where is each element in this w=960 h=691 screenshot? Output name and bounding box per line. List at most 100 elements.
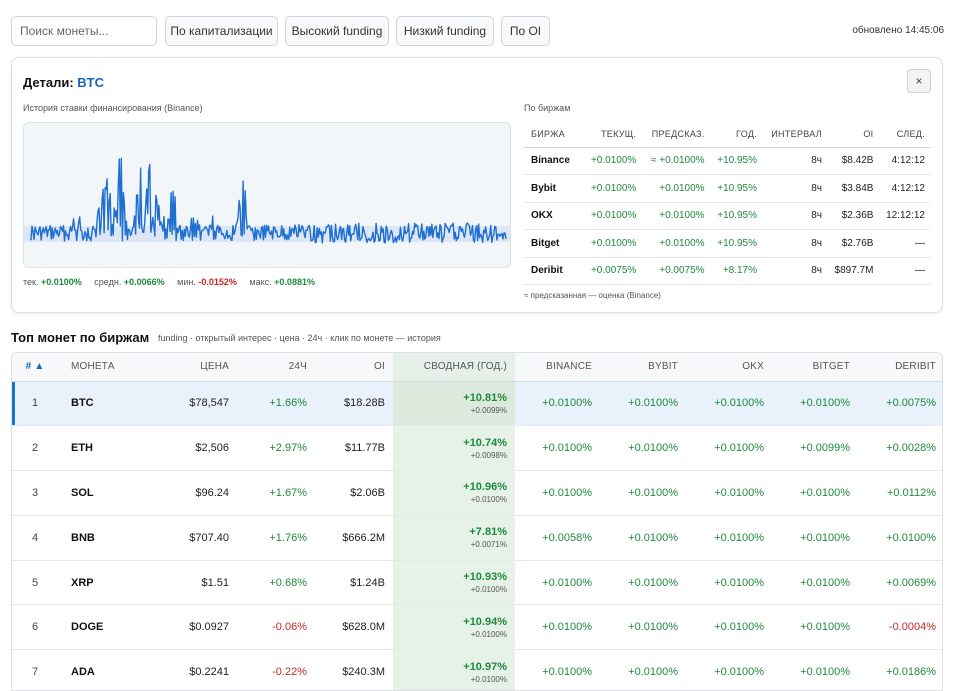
stat-current-label: тек. — [23, 277, 39, 287]
exchange-funding-cell: +0.0100% — [772, 560, 858, 606]
coin-symbol: BTC — [58, 381, 132, 427]
col-header[interactable]: Монета — [58, 353, 132, 382]
exchange-funding-cell: +0.0100% — [772, 381, 858, 427]
exchange-cell: $2.76B — [827, 229, 880, 258]
exchange-cell: — — [879, 229, 931, 258]
coin-row[interactable]: 1 BTC $78,547 +1.66% $18.28B +10.81% +0.0099% +… — [12, 381, 942, 427]
exchange-cell: +0.0075% — [583, 257, 643, 285]
stat-max-label: макс. — [249, 277, 272, 287]
col-header[interactable]: Цена — [132, 353, 237, 382]
coin-row[interactable]: 7 ADA $0.2241 -0.22% $240.3M +10.97% +0.0100% +… — [12, 649, 942, 690]
exchange-cell: 4:12:12 — [879, 147, 931, 175]
stat-avg-label: средн. — [94, 277, 122, 287]
coin-oi: $1.24B — [315, 560, 393, 606]
exchange-funding-cell: +0.0100% — [772, 470, 858, 516]
annualized-funding: +7.81% — [469, 526, 507, 539]
exchange-col-header: Биржа — [524, 122, 584, 148]
aggregate-funding: +10.96% +0.0100% — [393, 470, 515, 516]
exchange-funding-cell: +0.0100% — [686, 381, 772, 427]
exchange-cell: +0.0100% — [583, 202, 643, 230]
coin-row[interactable]: 2 ETH $2,506 +2.97% $11.77B +10.74% +0.0098% +0… — [12, 425, 942, 472]
coin-price: $96.24 — [132, 470, 237, 516]
col-header[interactable]: Binance — [515, 353, 600, 382]
exchange-funding-cell: +0.0100% — [858, 515, 942, 561]
aggregate-funding: +10.74% +0.0098% — [393, 425, 515, 472]
coin-change-24h: -0.22% — [237, 649, 315, 690]
exchange-cell: +0.0100% — [583, 229, 643, 258]
exchange-funding-cell: +0.0099% — [772, 425, 858, 472]
details-title: Детали: BTC — [23, 75, 104, 90]
col-header[interactable]: Сводная (год.) — [393, 353, 515, 382]
exchange-name: Bitget — [524, 229, 584, 258]
stat-avg: +0.0066% — [123, 277, 165, 287]
coin-oi: $2.06B — [315, 470, 393, 516]
exchange-cell: +0.0100% — [642, 174, 711, 203]
exchanges-table: Биржа Текущ. Предсказ. Год. Интервал OI След. … — [524, 122, 931, 285]
close-button[interactable]: × — [907, 69, 931, 93]
exchange-funding-cell: +0.0112% — [858, 470, 942, 516]
aggregate-funding: +10.81% +0.0099% — [393, 381, 515, 427]
coin-change-24h: +0.68% — [237, 560, 315, 606]
sort-rank-header[interactable]: # ▲ — [12, 353, 58, 382]
exchange-cell: 8ч — [763, 229, 828, 258]
exchange-funding-cell: +0.0100% — [772, 604, 858, 651]
exchanges-label: По биржам — [524, 103, 571, 113]
history-label: История ставки финансирования (Binance) — [23, 103, 203, 113]
exchange-cell: 4:12:12 — [879, 174, 931, 203]
coin-change-24h: -0.06% — [237, 604, 315, 651]
stat-min: -0.0152% — [198, 277, 237, 287]
funding-history-line — [29, 157, 507, 244]
coin-symbol: SOL — [58, 470, 132, 516]
col-header[interactable]: Bybit — [600, 353, 686, 382]
average-funding: +0.0100% — [470, 495, 507, 505]
low-funding-button[interactable]: Низкий funding — [396, 16, 494, 46]
row-rank: 2 — [12, 425, 58, 472]
exchange-funding-cell: +0.0100% — [686, 604, 772, 651]
sort-by-oi-button[interactable]: По OI — [501, 16, 550, 46]
col-header[interactable]: Deribit — [858, 353, 942, 382]
col-header[interactable]: OKX — [686, 353, 772, 382]
exchange-funding-cell: +0.0100% — [600, 560, 686, 606]
top-coins-subtitle: funding · открытый интерес · цена · 24ч … — [158, 333, 441, 343]
coin-oi: $18.28B — [315, 381, 393, 427]
coin-price: $0.0927 — [132, 604, 237, 651]
coin-row[interactable]: 3 SOL $96.24 +1.67% $2.06B +10.96% +0.0100% +0.… — [12, 470, 942, 516]
sort-by-cap-button[interactable]: По капитализации — [165, 16, 278, 46]
coin-row[interactable]: 5 XRP $1.51 +0.68% $1.24B +10.93% +0.0100% +0.0… — [12, 560, 942, 606]
row-rank: 5 — [12, 560, 58, 606]
exchange-row: Bybit +0.0100% +0.0100% +10.95% 8ч $3.84B 4:12… — [524, 174, 931, 203]
exchange-funding-cell: +0.0100% — [600, 604, 686, 651]
coin-row[interactable]: 6 DOGE $0.0927 -0.06% $628.0M +10.94% +0.0100%… — [12, 604, 942, 651]
exchange-cell: — — [879, 257, 931, 285]
exchange-funding-cell: +0.0100% — [515, 560, 600, 606]
coin-price: $2,506 — [132, 425, 237, 472]
coin-row[interactable]: 4 BNB $707.40 +1.76% $666.2M +7.81% +0.0071% +0… — [12, 515, 942, 561]
exchange-col-header: Текущ. — [583, 122, 643, 148]
details-title-prefix: Детали: — [23, 75, 74, 90]
exchange-funding-cell: +0.0069% — [858, 560, 942, 606]
exchange-cell: 12:12:12 — [879, 202, 931, 230]
coin-symbol: BNB — [58, 515, 132, 561]
col-header[interactable]: OI — [315, 353, 393, 382]
high-funding-button[interactable]: Высокий funding — [285, 16, 389, 46]
exchange-col-header: Год. — [710, 122, 764, 148]
exchange-funding-cell: +0.0100% — [686, 425, 772, 472]
average-funding: +0.0100% — [470, 674, 507, 684]
exchange-col-header: OI — [827, 122, 880, 148]
exchange-cell: +0.0100% — [642, 202, 711, 230]
coin-change-24h: +1.76% — [237, 515, 315, 561]
exchange-name: Bybit — [524, 174, 584, 203]
col-header[interactable]: Bitget — [772, 353, 858, 382]
exchange-cell: +0.0100% — [642, 229, 711, 258]
coin-symbol: ADA — [58, 649, 132, 690]
search-input[interactable] — [11, 16, 157, 46]
exchange-funding-cell: +0.0075% — [858, 381, 942, 427]
annualized-funding: +10.93% — [463, 571, 507, 584]
coin-oi: $240.3M — [315, 649, 393, 690]
aggregate-funding: +10.97% +0.0100% — [393, 649, 515, 690]
exchange-funding-cell: +0.0100% — [515, 649, 600, 690]
exchange-funding-cell: +0.0186% — [858, 649, 942, 690]
exchange-cell: +10.95% — [710, 202, 764, 230]
exchange-cell: 8ч — [763, 202, 828, 230]
col-header[interactable]: 24ч — [237, 353, 315, 382]
